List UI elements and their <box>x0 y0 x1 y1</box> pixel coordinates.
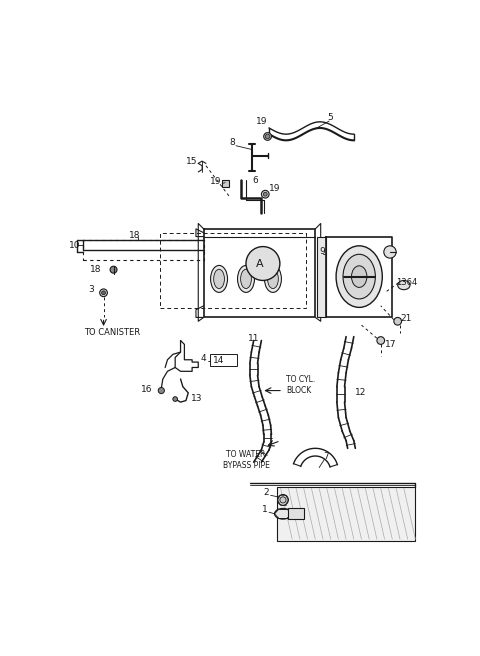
Text: 15: 15 <box>186 157 197 167</box>
Ellipse shape <box>211 266 228 293</box>
Ellipse shape <box>240 270 252 289</box>
Ellipse shape <box>343 255 375 299</box>
Text: 16: 16 <box>141 384 152 394</box>
Text: 19: 19 <box>256 117 267 125</box>
Text: 21: 21 <box>401 314 412 323</box>
Text: 14: 14 <box>213 356 224 365</box>
Bar <box>83 240 204 260</box>
Ellipse shape <box>351 266 367 287</box>
Circle shape <box>264 192 267 196</box>
Text: 2: 2 <box>264 489 269 497</box>
Text: 10: 10 <box>69 241 81 251</box>
Text: 7: 7 <box>323 451 329 461</box>
Text: 12: 12 <box>355 388 367 398</box>
Bar <box>288 508 304 519</box>
Ellipse shape <box>275 508 291 519</box>
Bar <box>222 180 229 186</box>
Circle shape <box>384 246 396 258</box>
Circle shape <box>246 247 280 281</box>
Ellipse shape <box>238 266 254 293</box>
Circle shape <box>110 266 117 273</box>
Text: 18: 18 <box>129 230 141 239</box>
Circle shape <box>377 337 384 344</box>
Text: 5: 5 <box>327 113 333 122</box>
Bar <box>210 354 237 366</box>
Bar <box>160 233 306 308</box>
Bar <box>317 237 326 318</box>
Text: 19: 19 <box>269 184 281 194</box>
Circle shape <box>158 388 164 394</box>
Ellipse shape <box>267 270 278 289</box>
Text: 6: 6 <box>252 176 258 185</box>
Circle shape <box>102 291 106 295</box>
Circle shape <box>265 134 270 139</box>
Text: 1: 1 <box>262 505 267 514</box>
Text: 3: 3 <box>88 285 94 294</box>
Text: 8: 8 <box>229 138 235 147</box>
Text: 13: 13 <box>191 394 202 403</box>
Ellipse shape <box>214 270 225 289</box>
Text: 17: 17 <box>384 340 396 349</box>
Text: 4: 4 <box>200 354 206 363</box>
Circle shape <box>280 497 286 503</box>
Circle shape <box>394 318 402 325</box>
Text: TO CYL.
BLOCK: TO CYL. BLOCK <box>286 375 315 395</box>
Text: 19: 19 <box>210 176 221 186</box>
Ellipse shape <box>264 266 281 293</box>
Text: 11: 11 <box>248 335 259 344</box>
Circle shape <box>277 495 288 505</box>
Text: 18: 18 <box>90 265 101 274</box>
Circle shape <box>262 190 269 198</box>
Ellipse shape <box>398 281 410 290</box>
Text: 1364: 1364 <box>396 278 418 287</box>
Circle shape <box>264 133 271 140</box>
Text: 9: 9 <box>319 247 325 256</box>
Ellipse shape <box>336 246 382 308</box>
Text: A: A <box>256 259 264 270</box>
Text: TO CANISTER: TO CANISTER <box>84 328 141 337</box>
Text: TO WATER
BYPASS PIPE: TO WATER BYPASS PIPE <box>223 450 269 470</box>
Circle shape <box>100 289 108 297</box>
Polygon shape <box>277 487 415 541</box>
Circle shape <box>173 397 178 401</box>
